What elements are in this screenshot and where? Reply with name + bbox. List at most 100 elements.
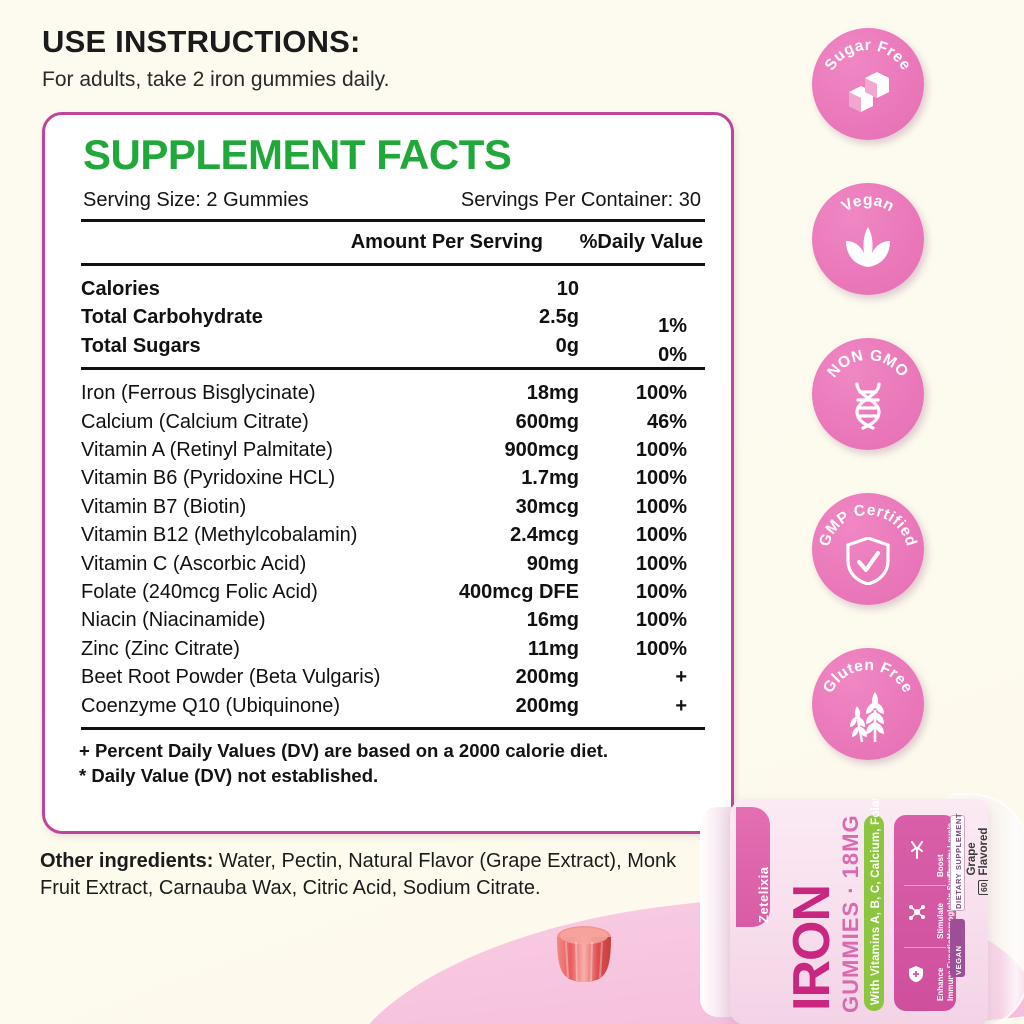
bottle-label: Zetelixia IRON GUMMIES · 18MG With Vitam… [730, 799, 988, 1024]
row-nutrient-name: Folate (240mcg Folic Acid) [81, 581, 318, 603]
with-vitamins-text: With Vitamins A, B, C, Calcium, Folate, … [870, 799, 882, 1005]
badge-vegan: Vegan [812, 183, 924, 295]
table-row: Vitamin B7 (Biotin) 30mcg 100% [81, 493, 705, 521]
table-row: Zinc (Zinc Citrate) 11mg 100% [81, 635, 705, 663]
shield-plus-icon [908, 965, 924, 988]
leaves-icon [844, 227, 892, 271]
dietary-supplement-text: DIETARY SUPPLEMENT [954, 812, 963, 909]
row-daily-value: 1% [658, 315, 687, 338]
table-row: Calories 10 [81, 275, 705, 303]
table-row: Total Sugars 0g 0% [81, 332, 705, 366]
row-daily-value: 100% [635, 495, 687, 518]
row-amount: 2.5g [538, 306, 579, 329]
vegan-tag [950, 919, 965, 977]
divider-header [81, 263, 705, 267]
row-nutrient-name: Calories [81, 278, 160, 301]
other-ingredients: Other ingredients: Water, Pectin, Natura… [40, 848, 680, 902]
row-nutrient-name: Vitamin B12 (Methylcobalamin) [81, 524, 358, 547]
badge-label: NON GMO [824, 347, 912, 381]
row-amount: 400mcg DFE [458, 581, 579, 603]
column-header-daily-value: %Daily Value [579, 231, 703, 254]
row-amount: 0g [555, 334, 579, 357]
table-row: Coenzyme Q10 (Ubiquinone) 200mg + [81, 692, 705, 720]
footnote-daily-values: + Percent Daily Values (DV) are based on… [79, 739, 609, 761]
use-instructions-block: USE INSTRUCTIONS: For adults, take 2 iro… [42, 24, 602, 92]
product-subtitle: GUMMIES · 18MG [838, 814, 863, 1013]
wheat-icon [845, 692, 891, 742]
row-amount: 10 [556, 278, 579, 301]
row-amount: 600mg [515, 410, 579, 433]
supplement-facts-title: SUPPLEMENT FACTS [83, 131, 512, 178]
row-nutrient-name: Zinc (Zinc Citrate) [81, 637, 240, 660]
divider-top [81, 219, 705, 223]
badge-gluten-free: Gluten Free [812, 648, 924, 760]
row-amount: 90mg [526, 552, 579, 575]
table-row: Folate (240mcg Folic Acid) 400mcg DFE 100% [81, 578, 705, 606]
product-name: IRON [783, 885, 841, 1011]
supplement-facts-card: SUPPLEMENT FACTS Serving Size: 2 Gummies… [42, 112, 734, 834]
row-nutrient-name: Beet Root Powder (Beta Vulgaris) [81, 666, 381, 689]
gummy-candy-image [548, 922, 620, 988]
row-nutrient-name: Vitamin A (Retinyl Palmitate) [81, 439, 333, 462]
badge-gmp-certified: GMP Certified [812, 493, 924, 605]
table-row: Vitamin B6 (Pyridoxine HCL) 1.7mg 100% [81, 464, 705, 492]
row-amount: 18mg [526, 382, 579, 405]
glass-highlight [1000, 801, 1024, 1024]
row-amount: 1.7mg [521, 467, 579, 490]
row-nutrient-name: Vitamin B6 (Pyridoxine HCL) [81, 467, 336, 490]
badge-sugar-free: Sugar Free [812, 28, 924, 140]
use-instructions-title: USE INSTRUCTIONS: [42, 24, 361, 59]
gummy-count: 60 [978, 879, 988, 895]
row-amount: 30mcg [515, 495, 579, 518]
table-row: Niacin (Niacinamide) 16mg 100% [81, 606, 705, 634]
use-instructions-subtitle: For adults, take 2 iron gummies daily. [42, 67, 390, 91]
row-daily-value: 100% [635, 524, 687, 547]
column-header-amount: Amount Per Serving [350, 231, 543, 254]
row-daily-value: 100% [635, 552, 687, 575]
divider-mid [81, 367, 705, 371]
row-amount: 2.4mcg [510, 524, 579, 547]
servings-per-container: Servings Per Container: 30 [460, 189, 701, 212]
table-row: Beet Root Powder (Beta Vulgaris) 200mg + [81, 663, 705, 691]
dna-helix-icon [849, 382, 887, 430]
shield-check-icon [846, 537, 890, 585]
serving-info-row: Serving Size: 2 Gummies Servings Per Con… [71, 189, 705, 212]
serving-size: Serving Size: 2 Gummies [83, 189, 309, 212]
badge-label: Sugar Free [822, 37, 915, 74]
badge-label: Vegan [839, 192, 897, 215]
badge-label: Gluten Free [820, 657, 916, 696]
row-nutrient-name: Iron (Ferrous Bisglycinate) [81, 382, 316, 405]
brand-name: Zetelixia [756, 866, 771, 923]
basic-nutrition-rows: Calories 10 Total Carbohydrate 2.5g 1% Total … [71, 275, 705, 366]
row-daily-value: 100% [635, 609, 687, 632]
table-row: Vitamin B12 (Methylcobalamin) 2.4mcg 100% [81, 521, 705, 549]
table-row: Vitamin C (Ascorbic Acid) 90mg 100% [81, 550, 705, 578]
row-nutrient-name: Coenzyme Q10 (Ubiquinone) [81, 694, 341, 717]
row-nutrient-name: Calcium (Calcium Citrate) [81, 410, 309, 433]
row-daily-value: 0% [658, 343, 687, 366]
certification-badges: Sugar Free Vegan NON GMO GMP Certified Glute… [812, 28, 924, 803]
brand-pill [736, 807, 770, 927]
dietary-supplement-tag [950, 815, 965, 911]
other-ingredients-label: Other ingredients: [40, 850, 214, 872]
row-nutrient-name: Total Sugars [81, 334, 201, 357]
row-daily-value: 46% [646, 410, 687, 433]
flavor-text: Grape Flavored Gummies [966, 827, 988, 876]
row-daily-value: 100% [635, 637, 687, 660]
row-amount: 200mg [515, 666, 579, 689]
row-amount: 900mcg [504, 439, 580, 462]
badge-non-gmo: NON GMO [812, 338, 924, 450]
product-bottle-image: Zetelixia IRON GUMMIES · 18MG With Vitam… [700, 793, 1024, 1024]
footnotes: + Percent Daily Values (DV) are based on… [71, 730, 705, 789]
column-headers: Amount Per Serving %Daily Value [71, 222, 705, 256]
row-daily-value: + [675, 666, 687, 689]
row-nutrient-name: Vitamin B7 (Biotin) [81, 495, 247, 518]
table-row: Vitamin A (Retinyl Palmitate) 900mcg 100% [81, 436, 705, 464]
row-daily-value: 100% [635, 581, 687, 603]
other-ingredients-text: Water, Pectin, Natural Flavor (Grape Ext… [40, 850, 677, 899]
table-row: Total Carbohydrate 2.5g 1% [81, 303, 705, 337]
table-row: Iron (Ferrous Bisglycinate) 18mg 100% [81, 379, 705, 407]
row-nutrient-name: Niacin (Niacinamide) [81, 609, 266, 632]
